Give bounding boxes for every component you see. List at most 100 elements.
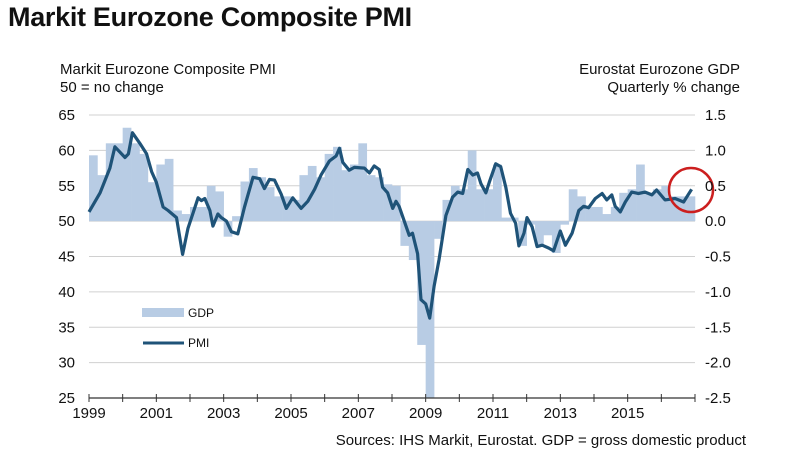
gdp-bar <box>585 206 595 222</box>
right-axis-label: Eurostat Eurozone GDP <box>579 61 740 78</box>
gdp-bar <box>610 206 620 222</box>
y-right-tick-label: 1.0 <box>705 142 726 159</box>
gdp-bar <box>89 155 98 222</box>
gdp-bar <box>551 221 561 253</box>
gdp-bar <box>493 164 502 222</box>
x-tick-label: 2005 <box>274 405 307 422</box>
gdp-bar <box>223 221 233 237</box>
gdp-bar <box>669 196 679 222</box>
gdp-bar <box>602 214 612 222</box>
highlight-circle <box>667 166 715 214</box>
y-left-tick-label: 40 <box>58 284 75 301</box>
legend-gdp-label: GDP <box>188 306 214 320</box>
gdp-bar <box>560 221 570 225</box>
pmi-line <box>87 131 693 320</box>
gdp-bar <box>450 185 460 222</box>
y-right-tick-label: -0.5 <box>705 249 731 266</box>
gdp-bar <box>97 175 107 222</box>
x-tick-label: 2011 <box>477 405 509 422</box>
gdp-bar <box>105 143 115 222</box>
y-left-tick-label: 25 <box>58 390 75 407</box>
y-left-tick-label: 60 <box>58 142 75 159</box>
gdp-bar <box>265 187 275 222</box>
legend-pmi-label: PMI <box>188 336 209 350</box>
x-tick-label: 1999 <box>72 405 105 422</box>
left-axis-label: Markit Eurozone Composite PMI <box>60 61 276 78</box>
gdp-bar <box>434 221 443 239</box>
gdp-bar <box>341 170 351 222</box>
y-right-tick-label: 1.5 <box>705 107 726 124</box>
gdp-bar <box>139 153 149 222</box>
y-right-tick-label: 0.5 <box>705 178 726 195</box>
y-right-tick-label: -2.0 <box>705 355 731 372</box>
legend-gdp-swatch <box>142 308 184 317</box>
page-title: Markit Eurozone Composite PMI <box>8 2 412 32</box>
gdp-bar <box>467 150 477 222</box>
gdp-bar <box>501 217 511 222</box>
gdp-bar <box>383 184 393 222</box>
gdp-bar <box>349 164 359 222</box>
gdp-bar <box>484 189 494 222</box>
x-tick-label: 2015 <box>611 405 644 422</box>
gdp-bar <box>417 221 426 345</box>
sources-note: Sources: IHS Markit, Eurostat. GDP = gro… <box>335 432 746 449</box>
gdp-bar <box>568 189 578 222</box>
gdp-bar <box>291 199 300 222</box>
gdp-bar <box>114 143 123 222</box>
gdp-bar <box>206 185 216 222</box>
gdp-bar <box>594 206 603 222</box>
gdp-bar <box>661 185 671 222</box>
right-axis-header: Eurostat Eurozone GDP Quarterly % change <box>579 61 740 97</box>
y-left-tick-label: 35 <box>58 319 75 336</box>
gdp-bar <box>678 196 687 222</box>
gdp-bar <box>198 206 208 222</box>
x-tick-label: 2001 <box>140 405 173 422</box>
y-left-tick-label: 55 <box>58 178 75 195</box>
y-right-tick-label: -1.0 <box>705 284 731 301</box>
gdp-bar <box>248 168 258 222</box>
gdp-bar <box>543 221 553 236</box>
left-axis-sublabel: 50 = no change <box>60 79 164 96</box>
legend: GDP PMI <box>142 306 214 350</box>
y-left-tick-label: 65 <box>58 107 75 124</box>
gdp-bar <box>400 221 410 246</box>
gdp-bar <box>257 177 267 222</box>
y-left-tick-label: 30 <box>58 355 75 372</box>
x-tick-label: 2003 <box>207 405 240 422</box>
gdp-bar <box>324 153 334 222</box>
gdp-bar <box>459 189 469 222</box>
gdp-bar <box>232 216 241 222</box>
y-right-tick-label: -1.5 <box>705 319 731 336</box>
y-right-tick-label: -2.5 <box>705 390 731 407</box>
gdp-bar <box>375 177 384 222</box>
gdp-bar <box>215 191 224 222</box>
gdp-bar <box>366 175 376 222</box>
gdp-bar <box>333 146 342 222</box>
left-axis-header: Markit Eurozone Composite PMI 50 = no ch… <box>60 61 276 97</box>
gdp-bar <box>316 177 325 222</box>
right-axis-sublabel: Quarterly % change <box>607 79 740 96</box>
axes <box>88 394 696 402</box>
y-left-tick-label: 50 <box>58 213 75 230</box>
y-left-tick-label: 45 <box>58 249 75 266</box>
x-tick-label: 2009 <box>409 405 442 422</box>
gdp-bar <box>652 189 662 222</box>
gdp-bar <box>173 210 182 222</box>
y-right-tick-label: 0.0 <box>705 213 726 230</box>
gdp-bar <box>181 214 191 222</box>
gdp-bar <box>164 158 174 222</box>
gdp-bar <box>299 175 309 222</box>
gdp-bar <box>476 189 485 222</box>
gdp-bar <box>358 143 368 222</box>
gdp-bar <box>686 196 696 222</box>
gdp-bar <box>535 221 544 246</box>
x-tick-label: 2007 <box>342 405 375 422</box>
gdp-bar <box>274 196 283 222</box>
gdp-bars <box>89 127 696 398</box>
tick-labels: 65 60 55 50 45 40 35 30 25 1.5 1.0 0.5 0.0 -0.5 -1.0 -1… <box>58 107 731 422</box>
gdp-bar <box>147 182 157 222</box>
gdp-bar <box>122 127 132 222</box>
x-tick-label: 2013 <box>544 405 577 422</box>
gdp-bar <box>644 192 654 222</box>
